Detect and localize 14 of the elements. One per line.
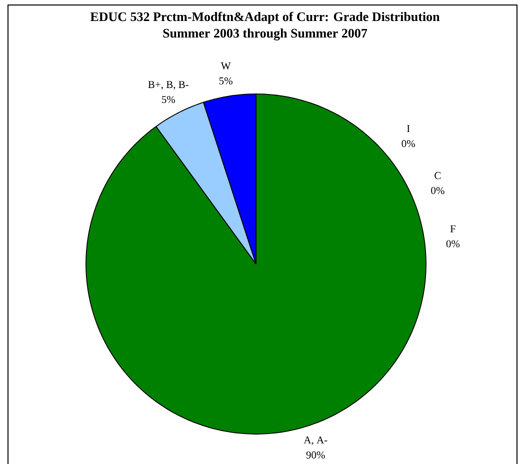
text: 0%: [402, 140, 416, 148]
category-label: C: [434, 172, 441, 180]
slice-label: B+, B, B-: [148, 81, 188, 90]
slice-label: A, A-: [304, 436, 328, 446]
text: 0%: [431, 187, 444, 194]
slice-label: W: [220, 62, 231, 70]
category-label: I: [406, 125, 410, 132]
data-label: 90%: [306, 451, 325, 459]
data-label: 5%: [219, 77, 232, 84]
chart-subtitle: Summer 2003 through Summer 2007: [163, 28, 368, 40]
category-label: F: [450, 225, 456, 232]
data-label: 5%: [162, 96, 176, 104]
chart-title: EDUC 532 Prctm-Modftn&Adapt of Curr: Grade Distribution: [90, 12, 440, 24]
text: 0%: [446, 240, 460, 248]
